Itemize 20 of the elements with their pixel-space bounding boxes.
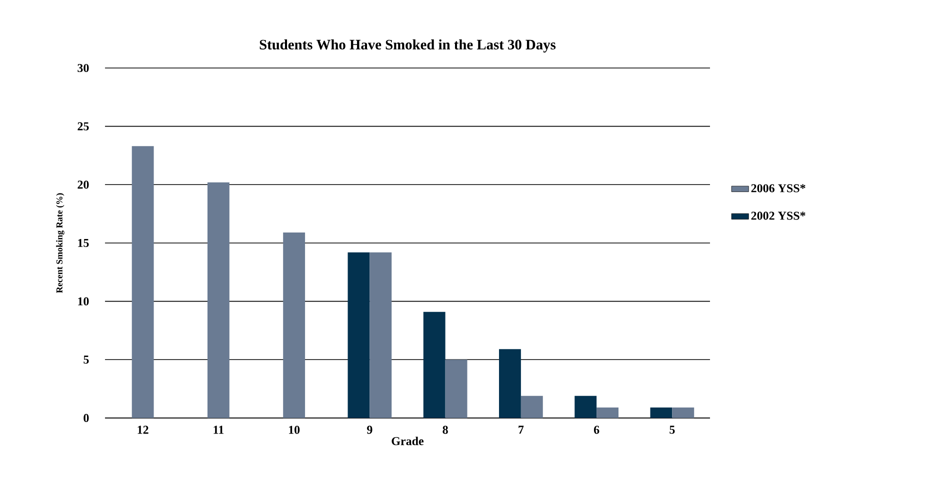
y-tick-label: 30 — [78, 64, 89, 72]
chart-title: Students Who Have Smoked in the Last 30 Days — [260, 39, 556, 52]
x-tick-label: 7 — [518, 426, 524, 434]
x-axis-title: Grade — [392, 436, 424, 446]
legend-label: 2002 YSS* — [751, 212, 806, 220]
x-tick-label: 11 — [214, 426, 224, 434]
x-tick-label: 10 — [289, 426, 300, 434]
y-axis-title: Recent Smoking Rate (%) — [56, 193, 64, 293]
x-tick-label: 5 — [670, 426, 675, 434]
y-tick-label: 10 — [78, 297, 89, 306]
x-tick-label: 6 — [594, 426, 600, 434]
y-tick-label: 15 — [78, 238, 89, 247]
legend-label: 2006 YSS* — [751, 184, 806, 192]
x-tick-label: 8 — [442, 426, 448, 434]
y-tick-label: 20 — [78, 180, 89, 189]
y-tick-label: 5 — [84, 356, 89, 364]
y-tick-label: 25 — [78, 122, 89, 130]
y-tick-label: 0 — [84, 414, 89, 422]
x-tick-label: 9 — [367, 426, 372, 434]
x-tick-label: 12 — [138, 426, 148, 434]
